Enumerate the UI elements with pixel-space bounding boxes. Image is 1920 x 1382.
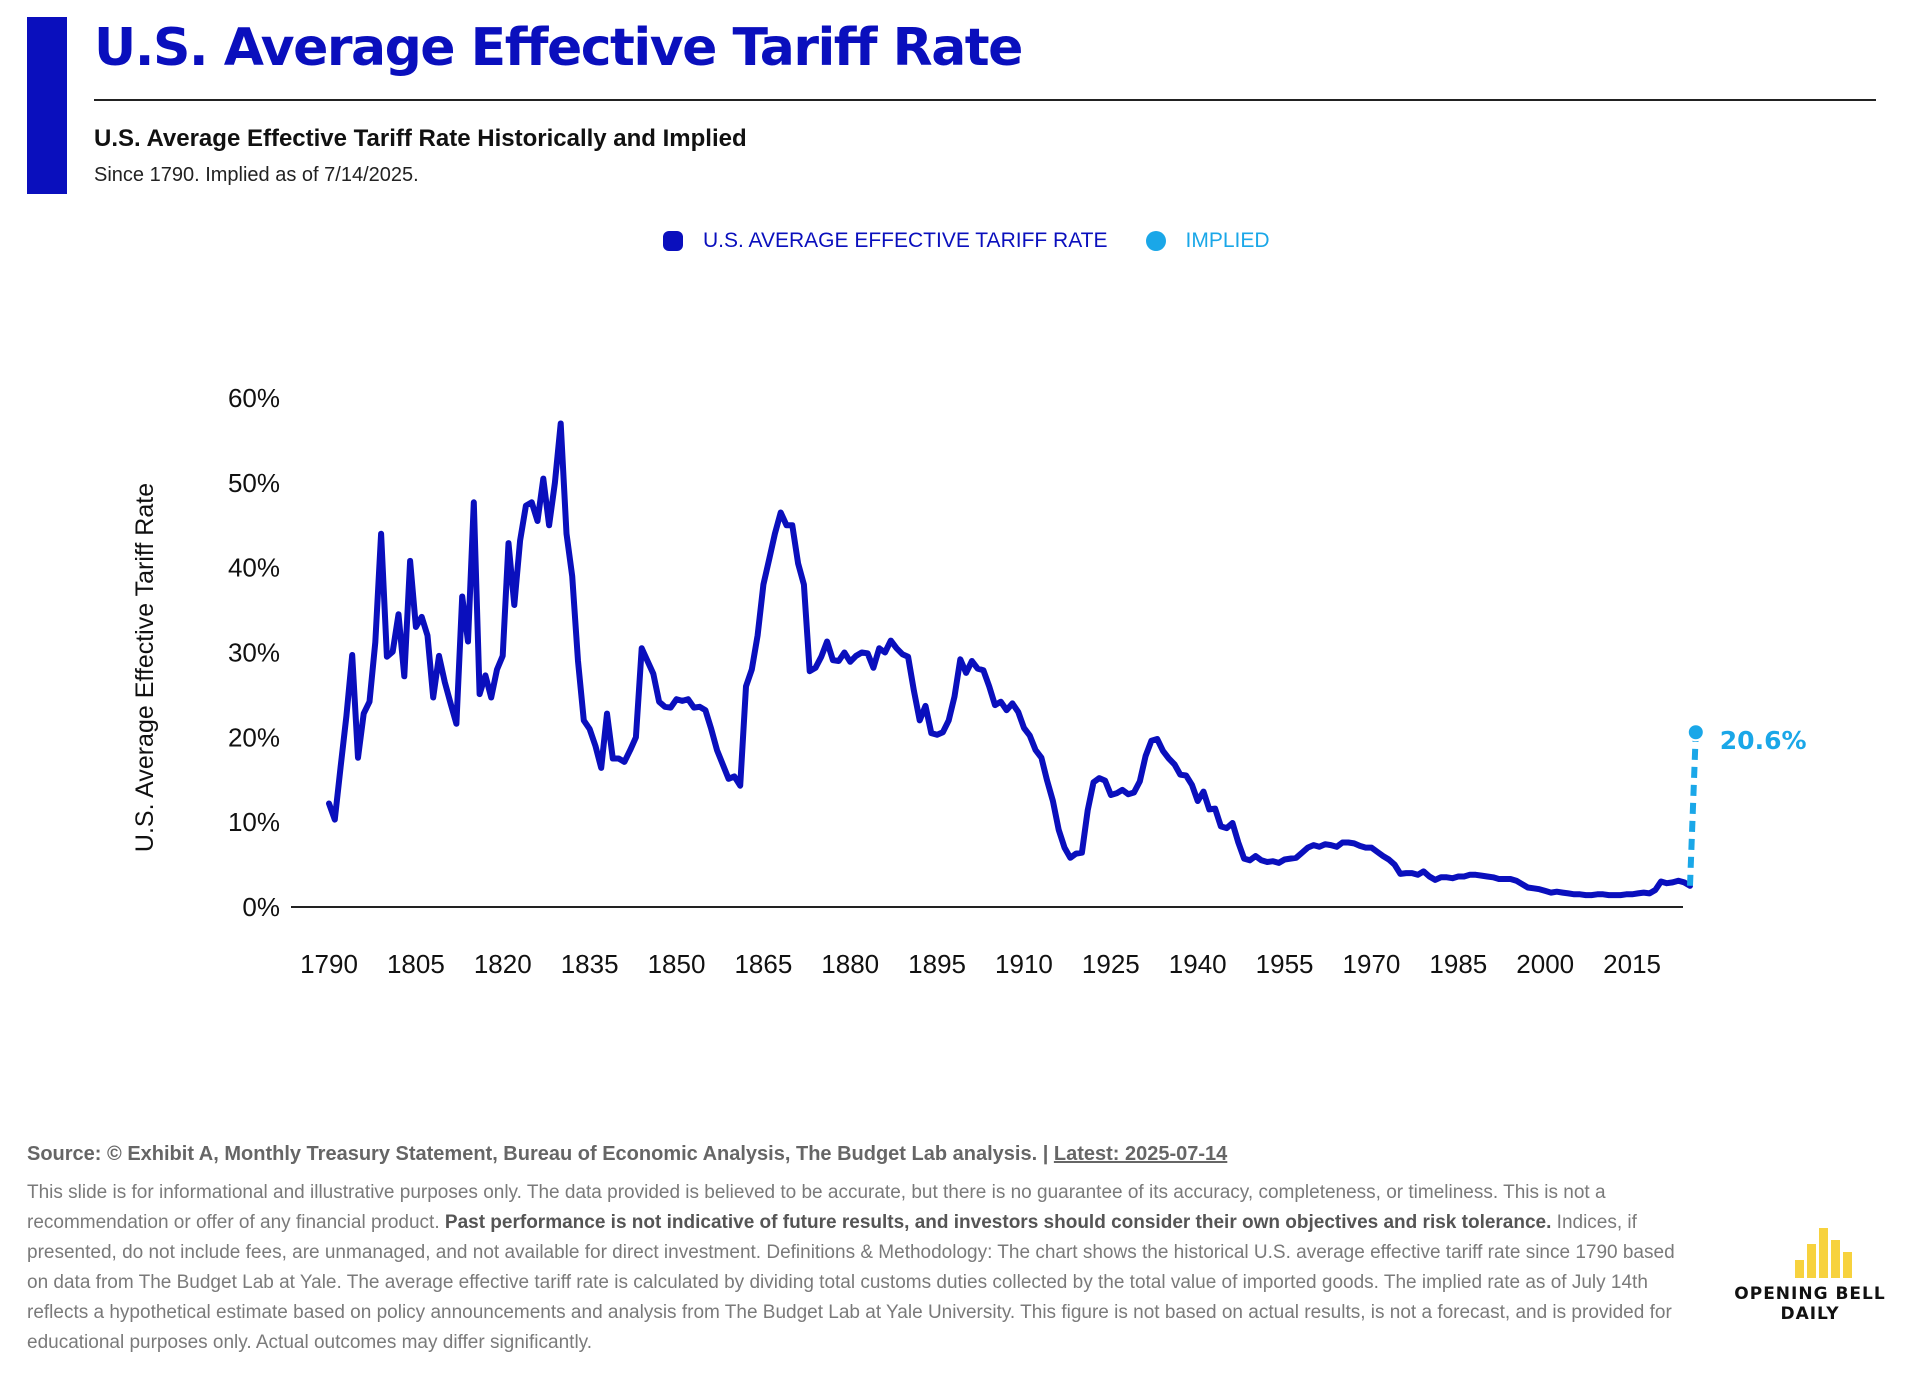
y-axis-ticks: 0% 10% 20% 30% 40% 50% 60%	[228, 383, 280, 922]
x-tick-label: 1955	[1256, 949, 1314, 979]
title-divider	[94, 99, 1876, 101]
x-tick-label: 1865	[734, 949, 792, 979]
chart-subtitle: U.S. Average Effective Tariff Rate Histo…	[94, 125, 747, 152]
disclaimer-text-2: Indices, if presented, do not include fe…	[27, 1212, 1675, 1353]
logo-bars-icon	[1795, 1228, 1852, 1278]
legend-swatch-main	[663, 231, 683, 251]
legend-swatch-implied	[1145, 231, 1166, 251]
x-tick-label: 1910	[995, 949, 1053, 979]
x-tick-label: 1790	[300, 949, 358, 979]
implied-value-label: 20.6%	[1720, 726, 1807, 755]
x-tick-label: 1985	[1429, 949, 1487, 979]
legend-label-implied: IMPLIED	[1185, 229, 1270, 252]
latest-date-link[interactable]: Latest: 2025-07-14	[1053, 1143, 1228, 1165]
y-tick-label: 60%	[228, 383, 280, 413]
page-title: U.S. Average Effective Tariff Rate	[94, 18, 1023, 78]
series-line-main	[326, 420, 1693, 899]
chart-note: Since 1790. Implied as of 7/14/2025.	[94, 164, 419, 186]
logo-wordmark: OPENING BELL DAILY	[1720, 1284, 1900, 1324]
legend-label-main: U.S. AVERAGE EFFECTIVE TARIFF RATE	[703, 229, 1108, 252]
x-tick-label: 1850	[648, 949, 706, 979]
y-tick-label: 30%	[228, 638, 280, 668]
disclaimer-bold: Past performance is not indicative of fu…	[444, 1212, 1552, 1233]
x-tick-label: 1925	[1082, 949, 1140, 979]
y-tick-label: 20%	[228, 722, 280, 752]
source-text: Source: © Exhibit A, Monthly Treasury St…	[27, 1143, 1054, 1165]
legend-item-main: U.S. AVERAGE EFFECTIVE TARIFF RATE	[663, 229, 1108, 253]
x-tick-label: 2015	[1603, 949, 1661, 979]
y-tick-label: 0%	[242, 892, 280, 922]
y-tick-label: 40%	[228, 553, 280, 583]
x-tick-label: 1835	[561, 949, 619, 979]
logo-line-1: OPENING BELL	[1734, 1284, 1886, 1304]
tariff-rate-chart: 0% 10% 20% 30% 40% 50% 60% 1790 1805 1820 1835 185…	[131, 383, 1807, 979]
x-tick-label: 2000	[1516, 949, 1574, 979]
x-tick-label: 1820	[474, 949, 532, 979]
x-tick-label: 1880	[821, 949, 879, 979]
x-axis-ticks: 1790 1805 1820 1835 1850 1865 1880 1895 1910 1925…	[300, 949, 1661, 979]
opening-bell-daily-logo: OPENING BELL DAILY	[1720, 1222, 1900, 1342]
chart-legend: U.S. AVERAGE EFFECTIVE TARIFF RATE IMPLI…	[663, 229, 1308, 253]
source-line: Source: © Exhibit A, Monthly Treasury St…	[27, 1143, 1227, 1166]
y-tick-label: 10%	[228, 807, 280, 837]
logo-line-2: DAILY	[1780, 1304, 1840, 1324]
series-line-implied	[1687, 732, 1699, 886]
y-tick-label: 50%	[228, 468, 280, 498]
x-tick-label: 1970	[1343, 949, 1401, 979]
y-axis-title: U.S. Average Effective Tariff Rate	[131, 483, 159, 852]
x-tick-label: 1895	[908, 949, 966, 979]
x-tick-label: 1940	[1169, 949, 1227, 979]
implied-endpoint-marker	[1686, 723, 1705, 742]
x-tick-label: 1805	[387, 949, 445, 979]
disclaimer-text-1: This slide is for informational and illu…	[27, 1182, 1606, 1233]
disclaimer: This slide is for informational and illu…	[27, 1178, 1677, 1358]
accent-bar	[27, 17, 67, 194]
legend-item-implied: IMPLIED	[1145, 229, 1270, 253]
